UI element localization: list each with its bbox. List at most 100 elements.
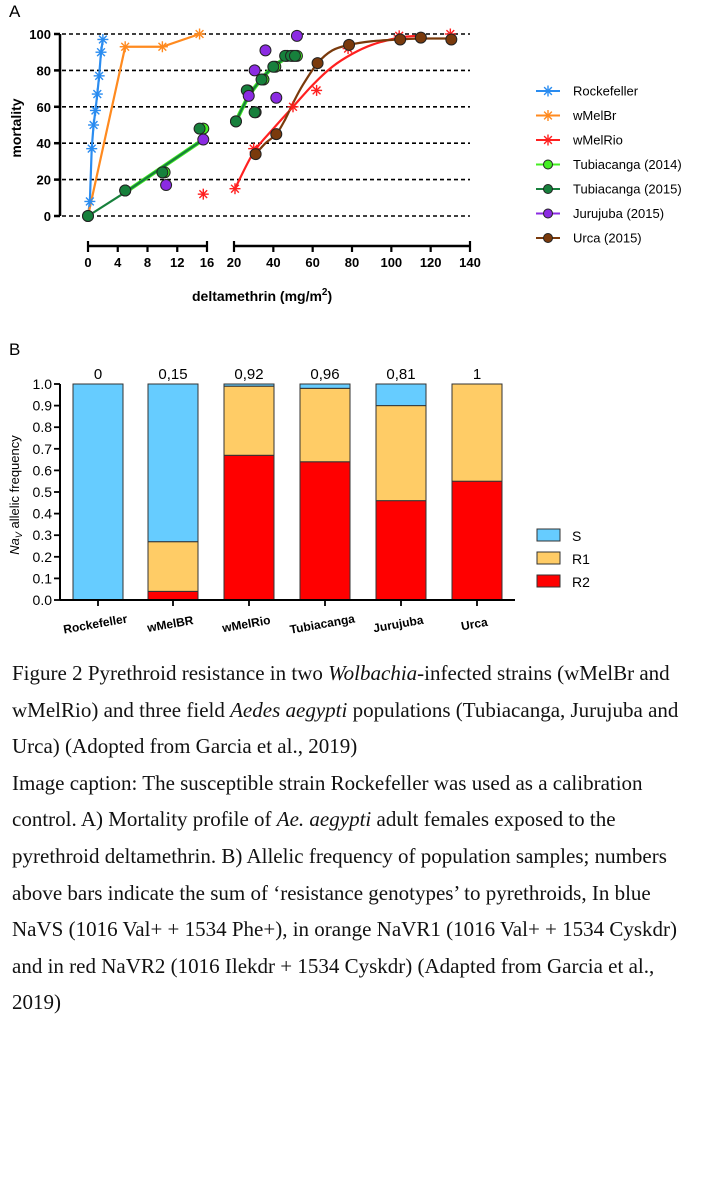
point-jurujuba-2015 <box>259 44 272 57</box>
bar-jurujuba: 0,81 <box>375 366 427 601</box>
bar-annotation: 0,96 <box>310 366 339 383</box>
legend-item-tubiacanga-2015: Tubiacanga (2015) <box>536 182 682 197</box>
x-tick-label: 40 <box>266 255 280 270</box>
y-axis: 0 20 40 60 80 100 <box>29 27 62 224</box>
bar-segment-r1 <box>451 383 503 482</box>
x-tick-label: 4 <box>114 255 122 270</box>
bar-segment-r2 <box>147 590 199 601</box>
y-axis-title: mortality <box>8 98 24 157</box>
y-tick-label: 60 <box>37 100 51 115</box>
legend-label: Jurujuba (2015) <box>573 206 664 221</box>
legend-label: S <box>572 528 581 544</box>
italic-term: Wolbachia <box>328 661 418 685</box>
y-tick-label: 0.5 <box>33 484 53 500</box>
y-tick-label: 0 <box>44 209 51 224</box>
point-tubiacanga-2015 <box>193 122 206 135</box>
point-jurujuba-2015 <box>248 64 261 77</box>
legend-circle-icon <box>543 208 553 219</box>
y-axis: 0.0 0.1 0.2 0.3 0.4 0.5 0.6 0.7 0.8 0.9 1.0 <box>33 376 61 608</box>
bar-segment-r1 <box>299 387 351 463</box>
x-tick-label: 60 <box>305 255 319 270</box>
point-urca-2015 <box>249 148 262 161</box>
bar-wmelrio: 0,92 <box>223 366 275 601</box>
point-urca-2015 <box>343 38 356 51</box>
point-wmelbr <box>194 28 206 40</box>
bar-wmelbr: 0,15 <box>147 366 199 601</box>
panel-a-label: A <box>9 2 21 21</box>
legend-item-r1: R1 <box>536 551 590 567</box>
bar-segment-s <box>223 383 275 387</box>
bar-segment-r2 <box>375 500 427 601</box>
x-tick-label: Jurujuba <box>372 613 425 636</box>
panel-b-label: B <box>9 340 20 359</box>
point-tubiacanga-2015 <box>267 60 280 73</box>
bar-annotation: 1 <box>473 366 481 383</box>
point-rockefeller <box>84 195 96 207</box>
y-tick-label: 0.0 <box>33 592 53 608</box>
point-urca-2015 <box>445 33 458 46</box>
point-jurujuba-2015 <box>242 89 255 102</box>
y-tick-label: 1.0 <box>33 376 53 392</box>
y-tick-label: 0.9 <box>33 398 53 414</box>
figure-title: Figure 2 Pyrethroid resistance in two Wo… <box>12 655 697 765</box>
legend-label: R1 <box>572 551 590 567</box>
legend-label: Rockefeller <box>573 84 639 99</box>
point-rockefeller <box>97 33 109 45</box>
caption-text: Image caption: The susceptible strain Ro… <box>12 770 643 832</box>
point-tubiacanga-2015 <box>255 73 268 86</box>
legend-item-urca-2015: Urca (2015) <box>536 231 642 246</box>
y-tick-label: 20 <box>37 173 51 188</box>
point-urca-2015 <box>394 33 407 46</box>
legend-label: wMelBr <box>572 108 617 123</box>
caption-text: adult females exposed to the pyrethroid … <box>12 807 678 1015</box>
point-rockefeller <box>86 143 98 155</box>
legend-asterisk-icon <box>542 134 554 146</box>
bar-segment-r1 <box>375 405 427 502</box>
legend-item-s: S <box>536 528 581 544</box>
legend-item-rockefeller: Rockefeller <box>536 84 639 99</box>
bar-segment-s <box>72 383 124 601</box>
legend: S R1 R2 <box>536 528 590 590</box>
point-wmelrio <box>229 183 241 195</box>
y-axis-title: NaV allelic frequency <box>7 435 24 555</box>
point-rockefeller <box>89 104 101 116</box>
point-tubiacanga-2015 <box>82 210 94 222</box>
y-tick-label: 0.3 <box>33 527 53 543</box>
bar-segment-r2 <box>223 454 275 601</box>
legend-item-r2: R2 <box>536 574 590 590</box>
legend-swatch <box>536 574 561 588</box>
x-tick-label: 20 <box>227 255 241 270</box>
point-wmelbr <box>156 41 168 53</box>
legend-swatch <box>536 528 561 542</box>
x-axis-title: deltamethrin (mg/m2) <box>192 287 332 304</box>
x-tick-label: Urca <box>460 615 489 633</box>
bar-segment-s <box>299 383 351 389</box>
point-rockefeller <box>95 46 107 58</box>
x-tick-label: 100 <box>380 255 402 270</box>
image-caption: Image caption: The susceptible strain Ro… <box>12 765 697 1021</box>
caption-text: populations (Tubiacanga, Jurujuba and Ur… <box>12 697 679 759</box>
figure-caption: Figure 2 Pyrethroid resistance in two Wo… <box>12 655 697 1021</box>
panel-b-allelic-frequency-chart: B 0.0 0.1 0.2 0.3 0.4 0.5 0.6 0.7 0.8 0.9 1.0 NaV … <box>7 340 590 637</box>
point-tubiacanga-2015 <box>248 106 261 119</box>
legend-item-wmelrio: wMelRio <box>536 133 623 148</box>
x-axis: Rockefeller wMelBR wMelRio Tubiacanga Juruju… <box>60 599 515 637</box>
y-tick-label: 40 <box>37 136 51 151</box>
y-tick-label: 80 <box>37 63 51 78</box>
line-wmelbr <box>86 32 200 217</box>
point-tubiacanga-2015 <box>229 115 242 128</box>
italic-term: Aedes aegypti <box>230 697 348 722</box>
x-tick-label: 0 <box>84 255 91 270</box>
bar-segment-r2 <box>299 461 351 601</box>
point-urca-2015 <box>311 57 324 70</box>
bar-annotation: 0,81 <box>386 366 415 383</box>
x-tick-label: 8 <box>144 255 151 270</box>
y-tick-label: 100 <box>29 27 51 42</box>
bar-segment-s <box>147 383 199 543</box>
point-tubiacanga-2015 <box>119 184 132 197</box>
x-tick-label: wMelBR <box>145 613 195 635</box>
bar-urca: 1 <box>451 366 503 601</box>
caption-text: Figure 2 Pyrethroid resistance in two <box>12 661 329 685</box>
legend-label: R2 <box>572 574 590 590</box>
